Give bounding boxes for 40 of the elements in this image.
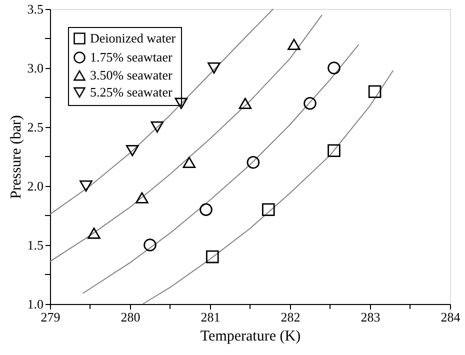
point xyxy=(126,144,139,156)
x-tick-label: 280 xyxy=(120,310,140,324)
point xyxy=(304,97,316,110)
y-tick-label: 3.0 xyxy=(27,60,44,76)
point xyxy=(246,156,260,169)
x-tick-label: 281 xyxy=(200,310,220,324)
point xyxy=(150,121,164,133)
point xyxy=(182,156,196,168)
point xyxy=(328,62,340,74)
point xyxy=(200,203,212,216)
y-tick-label: 2.5 xyxy=(27,120,44,134)
x-axis-title: Temperature (K) xyxy=(200,328,301,344)
point xyxy=(288,38,300,50)
y-tick-label: 2.0 xyxy=(27,178,44,194)
point xyxy=(144,238,156,252)
legend-label: 1.75% seawtaer xyxy=(90,50,173,64)
point xyxy=(208,62,220,74)
line-series xyxy=(50,8,274,215)
y-tick-label: 3.5 xyxy=(27,2,44,16)
point xyxy=(136,192,148,204)
legend-label: Deionized water xyxy=(90,30,176,46)
y-axis-title: Pressure (bar) xyxy=(8,115,24,199)
point xyxy=(328,144,340,157)
y-tick-label: 1.0 xyxy=(27,296,44,312)
line-series xyxy=(50,14,322,262)
x-tick-label: 284 xyxy=(440,310,461,324)
point xyxy=(206,250,219,264)
x-tick-label: 279 xyxy=(40,310,60,324)
point xyxy=(174,98,188,110)
legend-label: 5.25% seawater xyxy=(90,84,173,100)
legend-label: 3.50% seawater xyxy=(90,68,173,82)
y-tick-label: 1.5 xyxy=(27,238,44,252)
point xyxy=(80,180,92,192)
point xyxy=(368,85,382,98)
point xyxy=(262,203,275,216)
point xyxy=(88,228,100,239)
x-tick-label: 282 xyxy=(280,310,300,324)
line-series xyxy=(82,44,360,294)
point xyxy=(238,98,252,110)
x-tick-label: 283 xyxy=(360,310,380,324)
